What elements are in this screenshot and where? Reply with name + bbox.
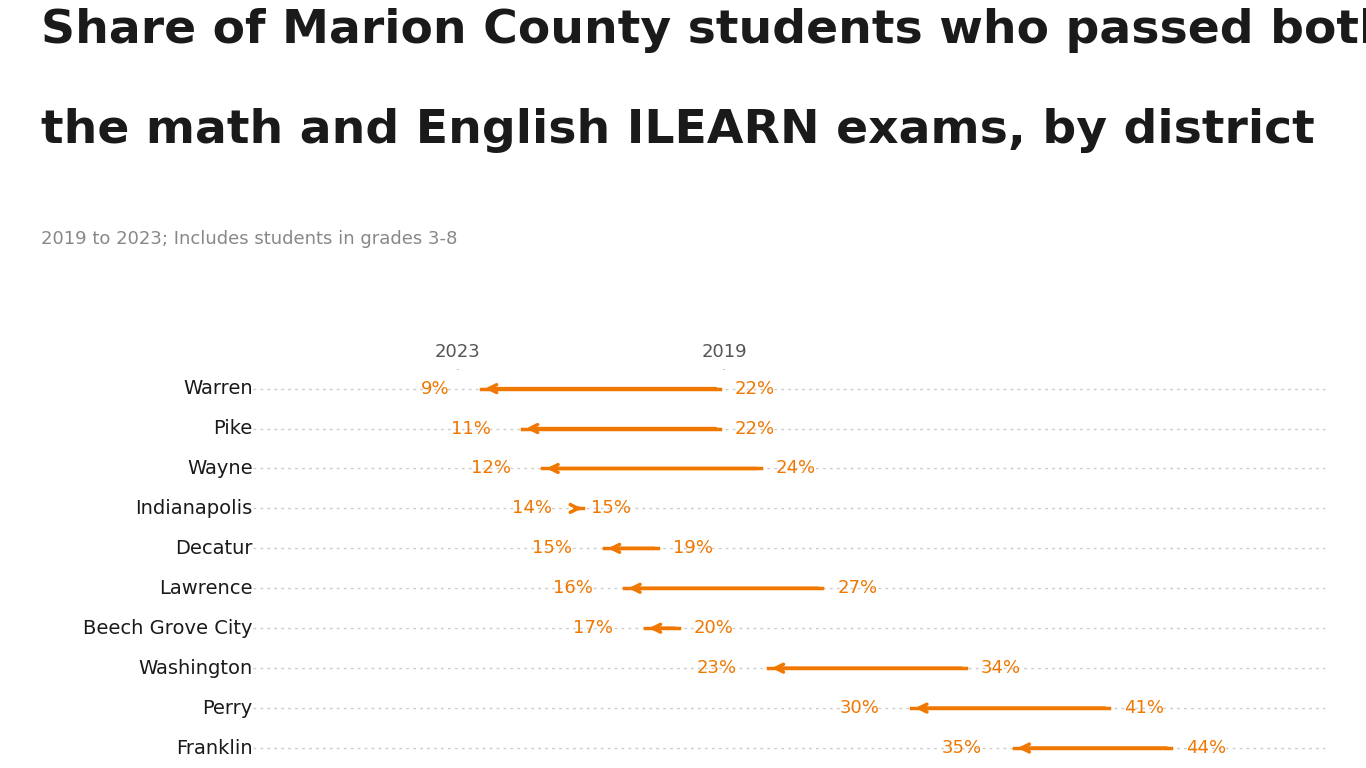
Text: Warren: Warren <box>183 379 253 398</box>
Text: 11%: 11% <box>451 419 490 438</box>
Text: 23%: 23% <box>697 659 736 677</box>
Text: 30%: 30% <box>840 699 880 717</box>
Text: 22%: 22% <box>735 419 775 438</box>
Text: 15%: 15% <box>533 539 572 558</box>
Text: 44%: 44% <box>1186 739 1225 757</box>
Text: Washington: Washington <box>138 659 253 677</box>
Text: Perry: Perry <box>202 699 253 717</box>
Text: 20%: 20% <box>694 619 734 637</box>
Text: Beech Grove City: Beech Grove City <box>83 619 253 637</box>
Text: 14%: 14% <box>512 499 552 518</box>
Text: 12%: 12% <box>471 459 511 478</box>
Text: 41%: 41% <box>1124 699 1164 717</box>
Text: Indianapolis: Indianapolis <box>135 499 253 518</box>
Text: 9%: 9% <box>421 379 449 398</box>
Text: 19%: 19% <box>673 539 713 558</box>
Text: 35%: 35% <box>943 739 982 757</box>
Text: Wayne: Wayne <box>187 459 253 478</box>
Text: 27%: 27% <box>837 579 877 598</box>
Text: Pike: Pike <box>213 419 253 438</box>
Text: Share of Marion County students who passed both: Share of Marion County students who pass… <box>41 8 1366 53</box>
Text: Decatur: Decatur <box>175 539 253 558</box>
Text: 34%: 34% <box>981 659 1020 677</box>
Text: 16%: 16% <box>553 579 593 598</box>
Text: Franklin: Franklin <box>176 739 253 757</box>
Text: 17%: 17% <box>574 619 613 637</box>
Text: Lawrence: Lawrence <box>160 579 253 598</box>
Text: 2023: 2023 <box>434 343 481 362</box>
Text: the math and English ILEARN exams, by district: the math and English ILEARN exams, by di… <box>41 108 1314 153</box>
Text: 2019 to 2023; Includes students in grades 3-8: 2019 to 2023; Includes students in grade… <box>41 230 458 248</box>
Text: 15%: 15% <box>591 499 631 518</box>
Text: 24%: 24% <box>776 459 816 478</box>
Text: 22%: 22% <box>735 379 775 398</box>
Text: 2019: 2019 <box>701 343 747 362</box>
